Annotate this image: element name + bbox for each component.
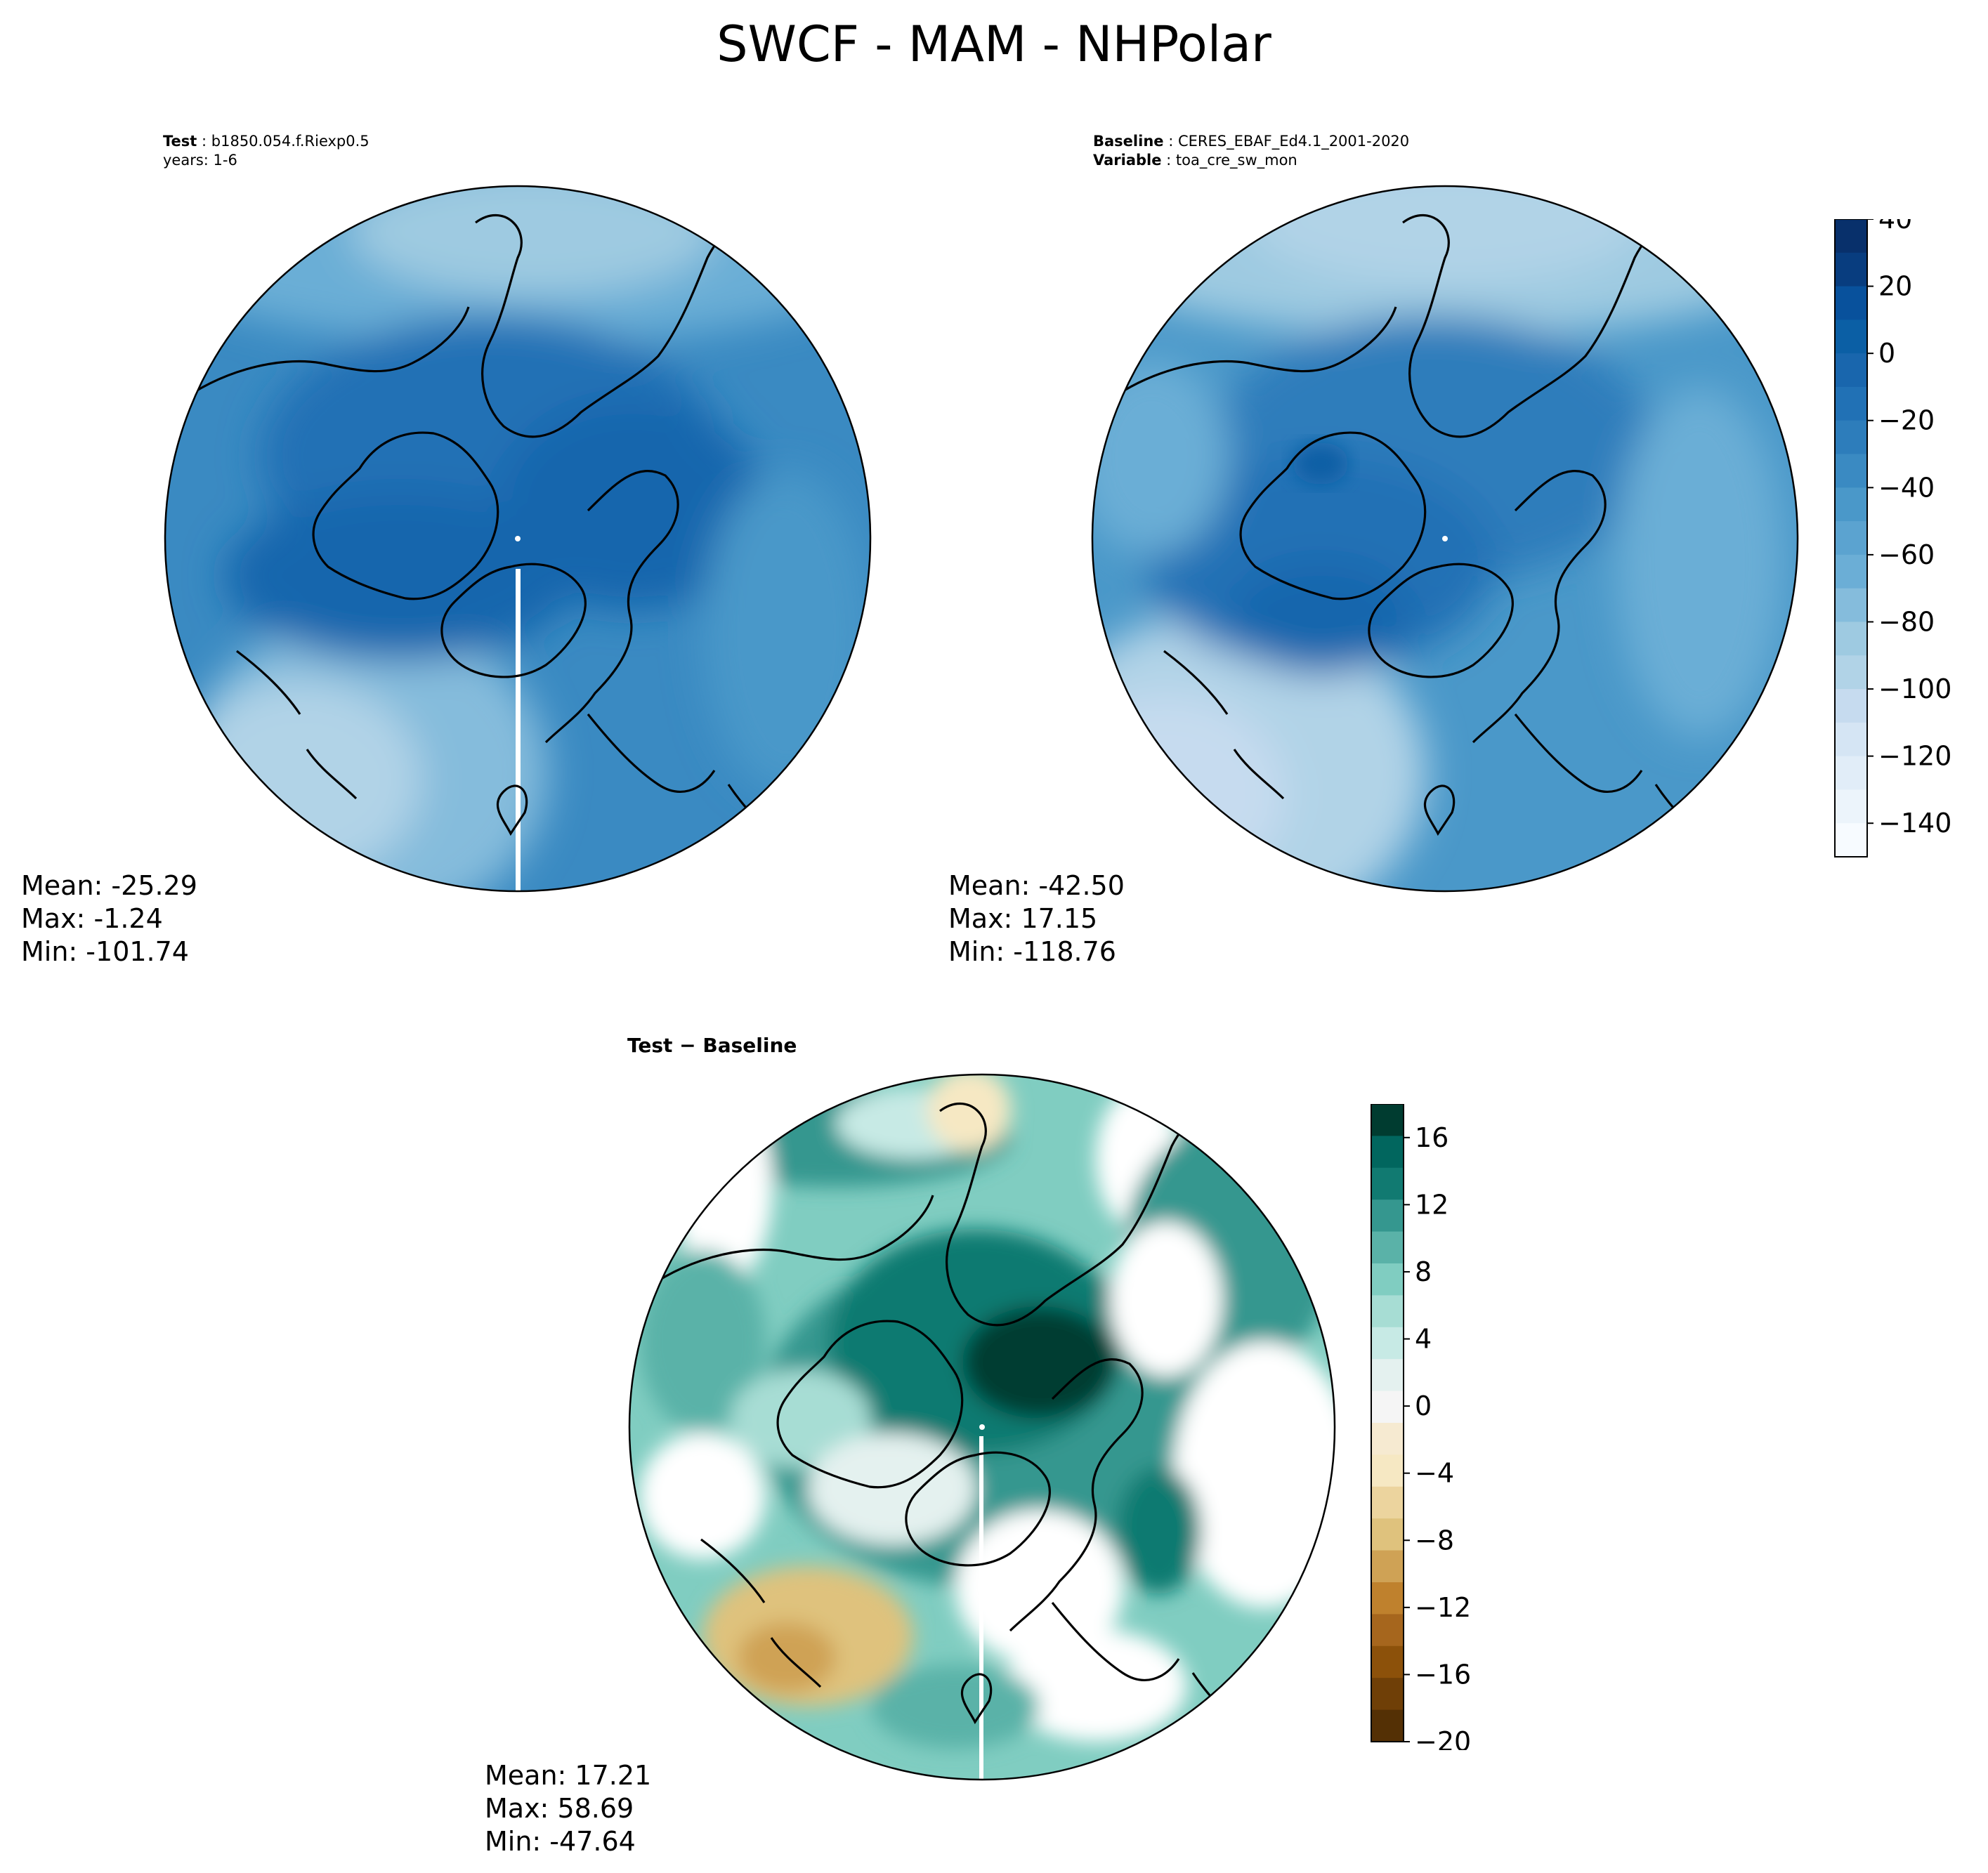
baseline-label: Baseline bbox=[1093, 133, 1164, 150]
test-name: b1850.054.f.Riexp0.5 bbox=[211, 133, 370, 150]
diff-colorbar-level bbox=[1371, 1295, 1404, 1328]
diff-colorbar-tick-label: −16 bbox=[1415, 1659, 1471, 1690]
diff-title: Test − Baseline bbox=[627, 1034, 797, 1057]
colorbar-baseline: 40 20 0 −20 −40 −60 −80 −100 −120 −140 bbox=[1833, 204, 1988, 865]
diff-colorbar-level bbox=[1371, 1263, 1404, 1296]
test-mean: Mean: -25.29 bbox=[21, 870, 197, 901]
baseline-colorbar-level bbox=[1835, 756, 1867, 791]
baseline-colorbar-level bbox=[1835, 588, 1867, 623]
diff-colorbar-frame bbox=[1371, 1103, 1404, 1742]
baseline-colorbar-tick-label: 0 bbox=[1878, 338, 1895, 369]
baseline-colorbar-tick-label: 40 bbox=[1878, 219, 1912, 235]
diff-colorbar-svg: 16 12 8 4 0 −4 −8 −12 −16 −20 bbox=[1371, 1103, 1471, 1757]
diff-colorbar-tick-label: −20 bbox=[1415, 1726, 1471, 1750]
baseline-colorbar-level bbox=[1835, 353, 1867, 388]
diff-colorbar-level bbox=[1371, 1645, 1404, 1678]
diff-colorbar-level bbox=[1371, 1200, 1404, 1233]
diff-colorbar-level bbox=[1371, 1104, 1404, 1136]
diff-colorbar-level bbox=[1371, 1486, 1404, 1519]
variable-label: Variable bbox=[1093, 152, 1162, 169]
baseline-colorbar-level bbox=[1835, 655, 1867, 690]
baseline-colorbar-tick-label: −120 bbox=[1878, 741, 1951, 772]
baseline-colorbar-level bbox=[1835, 286, 1867, 320]
diff-mean: Mean: 17.21 bbox=[485, 1760, 652, 1791]
diff-min: Min: -47.64 bbox=[485, 1826, 636, 1857]
baseline-colorbar-level bbox=[1835, 454, 1867, 488]
diff-colorbar-level bbox=[1371, 1709, 1404, 1742]
diff-colorbar-level bbox=[1371, 1518, 1404, 1551]
diff-colorbar-tick-label: 16 bbox=[1415, 1122, 1449, 1153]
baseline-colorbar-level bbox=[1835, 420, 1867, 455]
diff-colorbar-tick-label: 0 bbox=[1415, 1391, 1432, 1421]
baseline-colorbar-level bbox=[1835, 219, 1867, 254]
baseline-colorbar-svg: 40 20 0 −20 −40 −60 −80 −100 −120 −140 bbox=[1834, 204, 1951, 857]
diff-colorbar-tick-label: −12 bbox=[1415, 1592, 1471, 1623]
baseline-colorbar-tick-label: −40 bbox=[1878, 472, 1935, 503]
diff-colorbar-tick-label: −4 bbox=[1415, 1458, 1454, 1489]
baseline-colorbar-tick-label: −80 bbox=[1878, 606, 1935, 637]
test-max: Max: -1.24 bbox=[21, 903, 163, 934]
diff-map bbox=[629, 1074, 1335, 1780]
diff-colorbar-level bbox=[1371, 1423, 1404, 1455]
diff-colorbar-tick-label: 4 bbox=[1415, 1324, 1432, 1355]
baseline-colorbar-level bbox=[1835, 521, 1867, 556]
baseline-colorbar-level bbox=[1835, 386, 1867, 421]
baseline-colorbar-level bbox=[1835, 554, 1867, 589]
baseline-colorbar-frame bbox=[1834, 218, 1868, 857]
baseline-colorbar-level bbox=[1835, 320, 1867, 354]
diff-colorbar-level bbox=[1371, 1391, 1404, 1424]
variable-name: toa_cre_sw_mon bbox=[1175, 152, 1297, 169]
diff-colorbar-level bbox=[1371, 1614, 1404, 1647]
baseline-max: Max: 17.15 bbox=[948, 903, 1098, 934]
baseline-colorbar-tick-label: −60 bbox=[1878, 539, 1935, 570]
baseline-map bbox=[1092, 186, 1798, 891]
diff-colorbar-tick-label: 8 bbox=[1415, 1256, 1432, 1287]
colorbar-diff: 16 12 8 4 0 −4 −8 −12 −16 −20 bbox=[1370, 1103, 1552, 1757]
test-years: years: 1-6 bbox=[163, 152, 237, 169]
figure-title: SWCF - MAM - NHPolar bbox=[717, 15, 1271, 73]
baseline-min: Min: -118.76 bbox=[948, 936, 1116, 967]
baseline-colorbar-level bbox=[1835, 823, 1867, 857]
diff-colorbar-level bbox=[1371, 1136, 1404, 1169]
baseline-colorbar-level bbox=[1835, 622, 1867, 656]
diff-max: Max: 58.69 bbox=[485, 1793, 634, 1824]
diff-colorbar-level bbox=[1371, 1167, 1404, 1200]
test-stats: Mean: -25.29 Max: -1.24 Min: -101.74 bbox=[21, 869, 197, 968]
test-min: Min: -101.74 bbox=[21, 936, 189, 967]
diff-stats: Mean: 17.21 Max: 58.69 Min: -47.64 bbox=[485, 1759, 651, 1858]
diff-colorbar-level bbox=[1371, 1582, 1404, 1615]
baseline-colorbar-level bbox=[1835, 689, 1867, 723]
baseline-name: CERES_EBAF_Ed4.1_2001-2020 bbox=[1177, 133, 1410, 150]
baseline-colorbar-tick-label: 20 bbox=[1878, 271, 1912, 302]
diff-colorbar-level bbox=[1371, 1231, 1404, 1264]
baseline-colorbar-tick-label: −140 bbox=[1878, 808, 1951, 839]
diff-colorbar-level bbox=[1371, 1327, 1404, 1360]
test-map bbox=[165, 186, 870, 891]
baseline-colorbar-level bbox=[1835, 252, 1867, 287]
test-header: Test : b1850.054.f.Riexp0.5 years: 1-6 bbox=[163, 133, 370, 169]
diff-colorbar-level bbox=[1371, 1454, 1404, 1487]
diff-colorbar-tick-label: 12 bbox=[1415, 1189, 1449, 1220]
baseline-colorbar-tick-label: −100 bbox=[1878, 673, 1951, 704]
diff-colorbar-tick-label: −8 bbox=[1415, 1525, 1454, 1556]
diff-colorbar-level bbox=[1371, 1678, 1404, 1711]
diff-colorbar-level bbox=[1371, 1359, 1404, 1392]
baseline-colorbar-level bbox=[1835, 487, 1867, 522]
baseline-stats: Mean: -42.50 Max: 17.15 Min: -118.76 bbox=[948, 869, 1125, 968]
baseline-header: Baseline : CERES_EBAF_Ed4.1_2001-2020 Va… bbox=[1093, 133, 1410, 169]
baseline-colorbar-level bbox=[1835, 789, 1867, 824]
baseline-mean: Mean: -42.50 bbox=[948, 870, 1125, 901]
diff-colorbar-level bbox=[1371, 1550, 1404, 1583]
baseline-colorbar-level bbox=[1835, 722, 1867, 757]
test-label: Test bbox=[163, 133, 197, 150]
baseline-colorbar-tick-label: −20 bbox=[1878, 405, 1935, 436]
